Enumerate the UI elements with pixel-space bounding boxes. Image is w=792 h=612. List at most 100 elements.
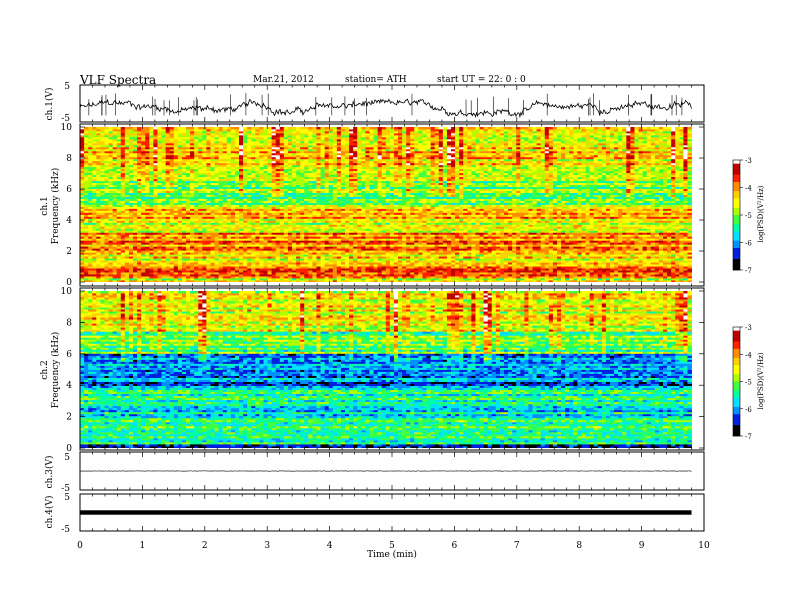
spectrogram-cell [646, 268, 652, 271]
spectrogram-cell [463, 258, 468, 261]
spectrogram-cell [475, 246, 480, 249]
spectrogram-cell [161, 254, 167, 257]
spectrogram-cell [100, 260, 105, 263]
spectrogram-cell [516, 272, 521, 275]
spectrogram-cell [597, 276, 603, 279]
spectrogram-cell [336, 236, 342, 239]
spectrogram-cell [88, 236, 93, 239]
spectrogram-cell [108, 236, 114, 239]
spectrogram-cell [316, 256, 321, 259]
spectrogram-cell [528, 266, 533, 269]
spectrogram-cell [381, 272, 387, 275]
spectrogram-cell [609, 276, 615, 279]
spectrogram-cell [422, 246, 427, 249]
spectrogram-cell [475, 250, 480, 253]
spectrogram-cell [300, 242, 305, 245]
spectrogram-cell [479, 258, 485, 261]
spectrogram-cell [561, 266, 566, 269]
spectrogram-cell [605, 258, 611, 261]
spectrogram-cell [226, 244, 232, 247]
spectrogram-cell [304, 238, 309, 241]
spectrogram-cell [487, 270, 493, 273]
spectrogram-cell [226, 254, 232, 257]
spectrogram-cell [397, 258, 403, 261]
spectrogram-cell [426, 258, 432, 261]
spectrogram-cell [349, 270, 354, 273]
spectrogram-cell [88, 276, 93, 279]
spectrogram-cell [137, 268, 142, 271]
spectrogram-cell [373, 270, 379, 273]
spectrogram-cell [561, 250, 566, 253]
spectrogram-cell [259, 244, 264, 247]
spectrogram-cell [243, 252, 248, 255]
spectrogram-cell [687, 256, 692, 259]
spectrogram-cell [487, 266, 493, 269]
spectrogram-cell [263, 240, 268, 243]
spectrogram-cell [508, 278, 513, 281]
spectrogram-cell [467, 246, 472, 249]
spectrogram-cell [609, 244, 615, 247]
spectrogram-cell [100, 256, 105, 259]
spectrogram-cell [112, 280, 118, 282]
spectrogram-cell [434, 240, 440, 243]
spectrogram-cell [120, 248, 126, 251]
spectrogram-cell [165, 250, 171, 253]
spectrogram-cell [569, 278, 574, 281]
spectrogram-cell [540, 266, 546, 269]
spectrogram-cell [512, 248, 517, 251]
spectrogram-cell [300, 248, 305, 251]
spectrogram-cell [385, 240, 391, 243]
spectrogram-cell [206, 240, 211, 243]
spectrogram-cell [369, 240, 374, 243]
spectrogram-cell [206, 268, 211, 271]
spectrogram-cell [662, 240, 668, 243]
spectrogram-cell [296, 244, 301, 247]
spectrogram-cell [332, 244, 338, 247]
spectrogram-cell [108, 240, 114, 243]
spectrogram-cell [84, 248, 89, 251]
spectrogram-cell [402, 246, 407, 249]
spectrogram-cell [263, 252, 268, 255]
spectrogram-cell [536, 260, 542, 263]
spectrogram-cell [601, 242, 607, 245]
spectrogram-cell [479, 250, 485, 253]
spectrogram-cell [646, 254, 652, 257]
spectrogram-cell [255, 278, 260, 281]
spectrogram-cell [536, 238, 542, 241]
spectrogram-cell [190, 270, 195, 273]
spectrogram-cell [84, 260, 89, 263]
spectrogram-cell [450, 256, 456, 259]
spectrogram-cell [552, 274, 558, 277]
spectrogram-cell [349, 268, 354, 271]
spectrogram-cell [516, 238, 521, 241]
spectrogram-cell [194, 252, 199, 255]
spectrogram-cell [84, 272, 89, 275]
spectrogram-cell [532, 280, 537, 282]
spectrogram-cell [198, 270, 203, 273]
spectrogram-cell [601, 272, 607, 275]
spectrogram-cell [279, 260, 285, 263]
spectrogram-cell [353, 260, 358, 263]
spectrogram-cell [267, 258, 273, 261]
spectrogram-cell [593, 268, 599, 271]
spectrogram-cell [304, 252, 309, 255]
spectrogram-cell [389, 274, 395, 277]
spectrogram-cell [340, 276, 346, 279]
spectrogram-cell [618, 254, 623, 257]
spectrogram-cell [585, 274, 590, 277]
spectrogram-cell [442, 254, 448, 257]
spectrogram-cell [92, 246, 97, 249]
spectrogram-cell [679, 242, 684, 245]
spectrogram-cell [137, 238, 142, 241]
spectrogram-cell [536, 254, 542, 257]
spectrogram-cell [316, 278, 321, 281]
spectrogram-cell [181, 264, 187, 267]
spectrogram-cell [524, 262, 529, 265]
spectrogram-cell [508, 250, 513, 253]
spectrogram-cell [528, 264, 533, 267]
spectrogram-cell [165, 240, 171, 243]
spectrogram-cell [642, 268, 648, 271]
spectrogram-cell [593, 272, 599, 275]
spectrogram-cell [491, 266, 497, 269]
spectrogram-cell [524, 264, 529, 267]
